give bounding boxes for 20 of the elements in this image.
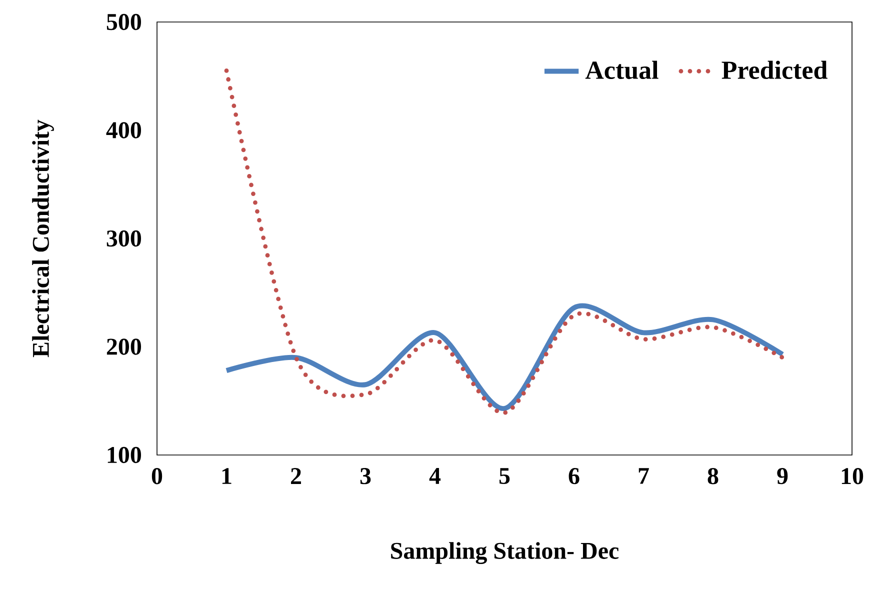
y-tick-label: 400 [106, 122, 142, 138]
x-tick-label: 6 [568, 468, 580, 484]
y-tick-label: 100 [108, 446, 142, 464]
legend-label: Predicted [722, 60, 828, 80]
y-tick-label: 200 [106, 338, 142, 355]
x-tick-label: 0 [152, 468, 162, 484]
x-tick-label: 8 [708, 468, 718, 484]
x-tick-label: 1 [222, 468, 232, 484]
y-tick-label: 500 [106, 14, 142, 30]
x-tick-label: 3 [360, 468, 371, 484]
x-tick-label: 9 [777, 468, 788, 484]
x-tick-label: 4 [429, 468, 441, 484]
y-axis-title: Electrical Conductivity [32, 120, 54, 358]
x-tick-label: 7 [638, 468, 649, 484]
x-axis-title: Sampling Station- Dec [391, 542, 619, 564]
x-tick-label: 10 [842, 468, 864, 484]
legend-label: Actual [585, 60, 658, 80]
x-tick-label: 2 [291, 468, 301, 484]
x-tick-label: 5 [499, 468, 510, 484]
y-tick-label: 300 [106, 230, 142, 247]
